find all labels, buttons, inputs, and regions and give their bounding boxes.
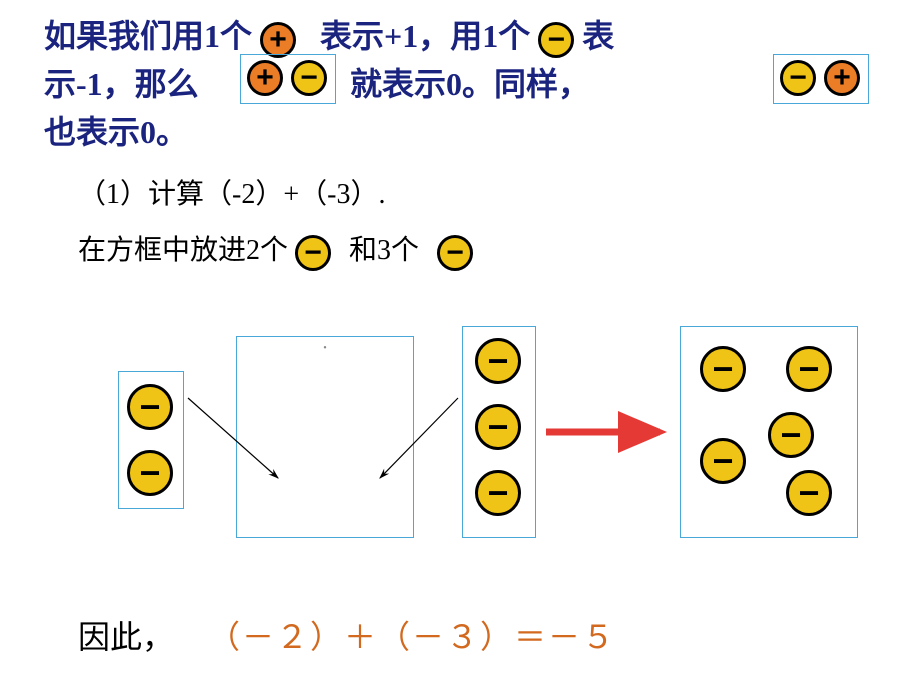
intro-seg1: 如果我们用1个 [44,18,252,54]
plus-icon: + [824,60,860,96]
dot-icon: • [323,343,327,354]
pair-box-1: + − [240,54,336,104]
minus-icon: − [786,470,832,516]
minus-icon: − [786,346,832,392]
minus-icon: − [437,235,473,271]
intro-line-2b: 就表示0。同样， [350,60,590,108]
problem-text-2a: 在方框中放进2个 [78,235,288,266]
conclusion-line: 因此， （－２）＋（－３）＝－５ [78,612,616,658]
empty-center-box: • [236,336,414,538]
problem-text-2b: 和3个 [349,235,419,266]
plus-icon: + [247,60,283,96]
minus-icon: − [768,412,814,458]
intro-seg4: 示-1，那么 [44,66,199,102]
minus-icon: − [475,470,521,516]
minus-icon: − [291,60,327,96]
intro-seg3: 表 [582,18,614,54]
minus-icon: − [475,404,521,450]
intro-line-1: 如果我们用1个 + 表示+1，用1个 − 表 [44,12,614,60]
intro-line-2: 示-1，那么 [44,60,199,108]
intro-seg6: 也表示0。 [44,114,188,150]
minus-icon: − [700,346,746,392]
minus-icon: − [700,438,746,484]
minus-icon: − [475,338,521,384]
plus-icon: + [260,22,296,58]
minus-icon: − [127,384,173,430]
problem-line-2: 在方框中放进2个 − 和3个 − [78,228,473,271]
intro-seg5: 就表示0。同样， [350,66,590,102]
pair-box-2: − + [773,54,869,104]
minus-icon: − [780,60,816,96]
intro-line-3: 也表示0。 [44,108,188,156]
minus-icon: − [538,22,574,58]
minus-icon: − [295,235,331,271]
problem-line-1: （1）计算（-2）+（-3）. [78,172,385,212]
problem-text-1: （1）计算（-2）+（-3）. [78,179,385,210]
intro-seg2: 表示+1，用1个 [320,18,530,54]
conclusion-label: 因此， [78,619,174,655]
minus-icon: − [127,450,173,496]
conclusion-equation: （－２）＋（－３）＝－５ [208,619,616,655]
